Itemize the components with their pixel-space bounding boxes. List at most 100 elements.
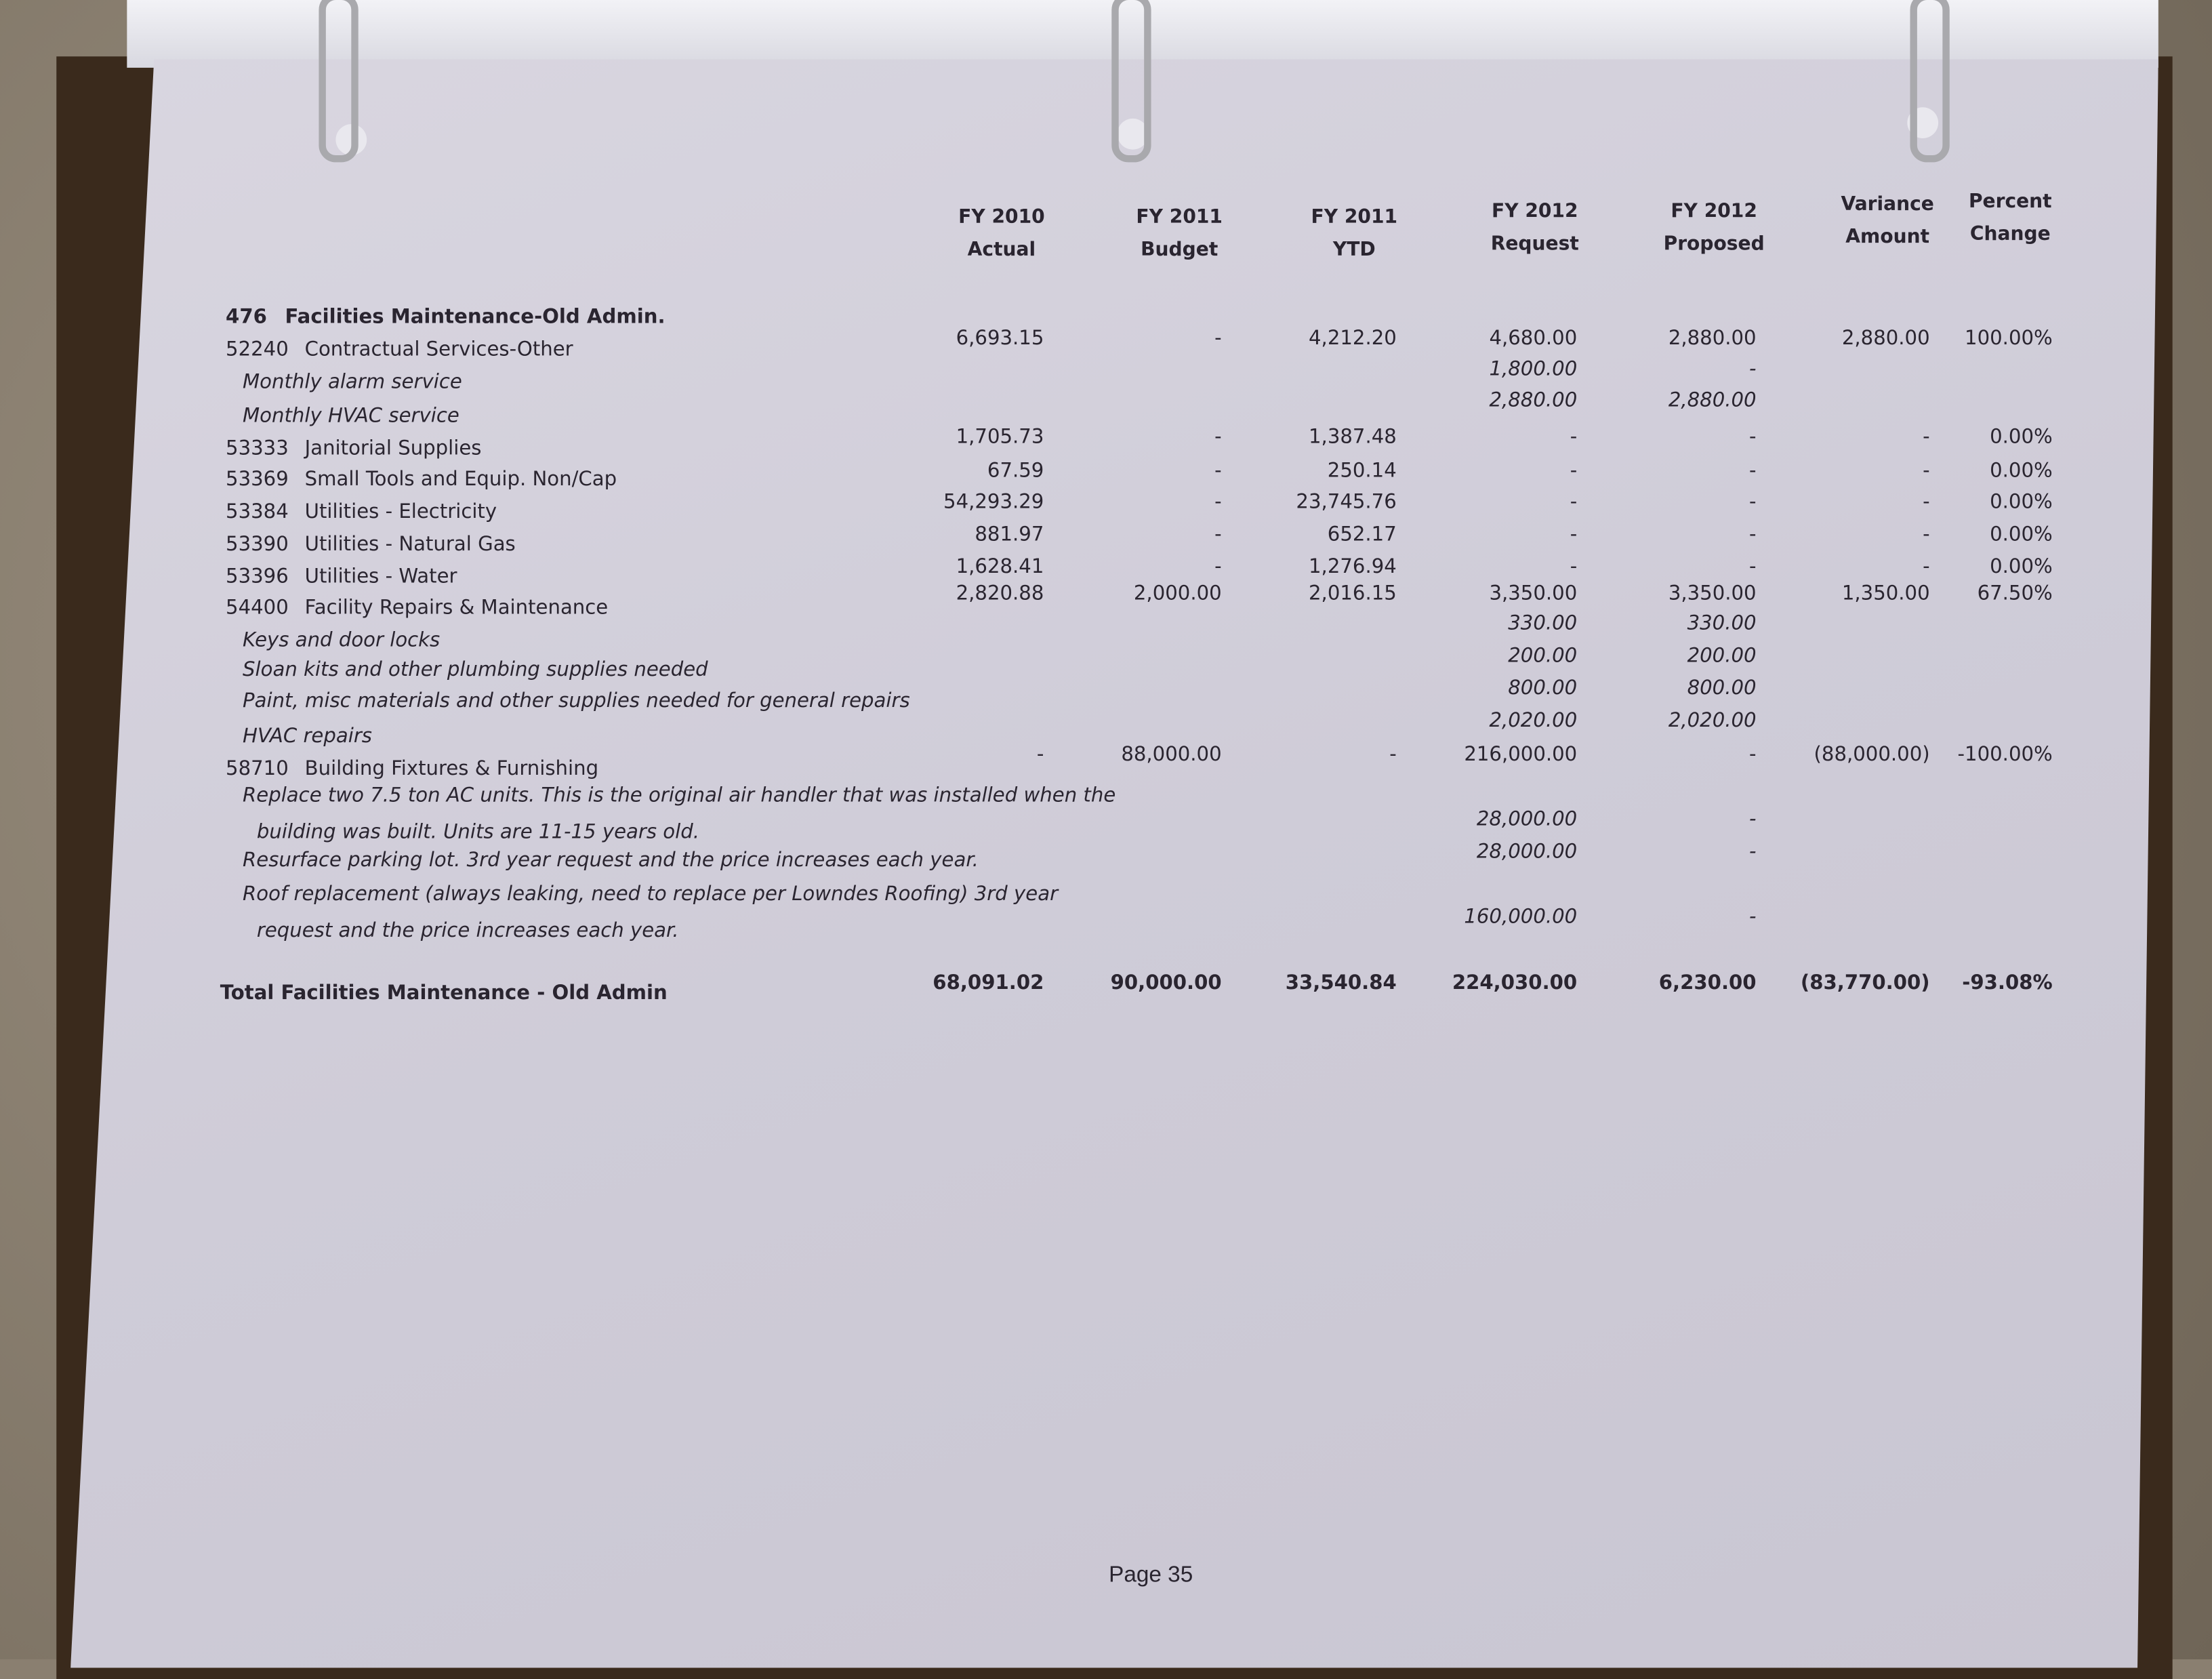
account-label: Replace two 7.5 ton AC units. This is th… bbox=[243, 784, 1116, 807]
page-number: Page 35 bbox=[1109, 1563, 1193, 1587]
cell-value: 1,387.48 bbox=[1309, 426, 1397, 449]
account-code: 58710 bbox=[226, 757, 289, 781]
cell-value: 3,350.00 bbox=[1489, 582, 1578, 606]
cell-value: 2,016.15 bbox=[1309, 582, 1397, 606]
cell-value: 1,628.41 bbox=[956, 556, 1044, 579]
account-code: 53390 bbox=[226, 533, 289, 557]
cell-value: 68,091.02 bbox=[933, 972, 1044, 995]
cell-value: - bbox=[1214, 327, 1222, 350]
account-label: Utilities - Electricity bbox=[304, 500, 497, 524]
line-item: 53333 Janitorial Supplies bbox=[226, 437, 481, 460]
cell-value: 800.00 bbox=[1508, 677, 1578, 700]
cell-value: - bbox=[1749, 906, 1757, 929]
cell-value: -93.08% bbox=[1962, 972, 2053, 995]
column-header: FY 2011 Budget bbox=[1102, 202, 1257, 267]
cell-value: 160,000.00 bbox=[1464, 906, 1578, 929]
column-header-line2: Request bbox=[1490, 232, 1579, 256]
account-label: Monthly alarm service bbox=[243, 371, 462, 394]
cell-value: 67.50% bbox=[1977, 582, 2053, 606]
cell-value: 216,000.00 bbox=[1464, 744, 1578, 767]
cell-value: 2,020.00 bbox=[1489, 710, 1578, 733]
cell-value: 1,705.73 bbox=[956, 426, 1044, 449]
column-header-line1: Percent bbox=[1968, 190, 2052, 214]
line-note: Paint, misc materials and other supplies… bbox=[243, 690, 910, 712]
column-header: FY 2012 Request bbox=[1457, 196, 1612, 261]
cell-value: - bbox=[1923, 556, 1930, 579]
cell-value: - bbox=[1570, 491, 1578, 514]
cell-value: 2,880.00 bbox=[1841, 327, 1930, 350]
cell-value: 6,693.15 bbox=[956, 327, 1044, 350]
cell-value: 330.00 bbox=[1508, 612, 1578, 635]
cell-value: 2,000.00 bbox=[1133, 582, 1222, 606]
cell-value: 200.00 bbox=[1508, 645, 1578, 668]
cell-value: 1,276.94 bbox=[1309, 556, 1397, 579]
column-header-line2: Actual bbox=[967, 238, 1036, 262]
cell-value: 88,000.00 bbox=[1121, 744, 1222, 767]
section-heading: 476 Facilities Maintenance-Old Admin. bbox=[226, 306, 665, 329]
line-note-continued: building was built. Units are 11-15 year… bbox=[256, 821, 700, 844]
line-note-continued: request and the price increases each yea… bbox=[256, 920, 679, 943]
column-header-line2: Amount bbox=[1845, 226, 1930, 249]
cell-value: 652.17 bbox=[1327, 523, 1397, 546]
account-label: Roof replacement (always leaking, need t… bbox=[243, 883, 1059, 906]
cell-value: 23,745.76 bbox=[1296, 491, 1397, 514]
account-code: 53333 bbox=[226, 437, 289, 460]
column-header: FY 2010 Actual bbox=[924, 202, 1079, 267]
column-header-line2: Change bbox=[1969, 222, 2051, 246]
column-header-line1: FY 2011 bbox=[1136, 205, 1223, 229]
column-header-line1: FY 2010 bbox=[958, 205, 1045, 229]
cell-value: 800.00 bbox=[1687, 677, 1757, 700]
account-code: 53396 bbox=[226, 565, 289, 589]
line-note: Monthly alarm service bbox=[243, 371, 462, 393]
cell-value: - bbox=[1923, 491, 1930, 514]
cell-value: 2,880.00 bbox=[1489, 389, 1578, 412]
line-item: 53390 Utilities - Natural Gas bbox=[226, 533, 516, 556]
cell-value: (83,770.00) bbox=[1800, 972, 1930, 995]
total-row-label: Total Facilities Maintenance - Old Admin bbox=[220, 982, 668, 1005]
cell-value: 2,020.00 bbox=[1668, 710, 1757, 733]
cell-value: - bbox=[1214, 556, 1222, 579]
cell-value: - bbox=[1749, 460, 1757, 483]
line-note: Roof replacement (always leaking, need t… bbox=[243, 883, 1058, 906]
cell-value: 0.00% bbox=[1990, 491, 2053, 514]
account-label: Keys and door locks bbox=[243, 629, 441, 652]
cell-value: 33,540.84 bbox=[1285, 972, 1397, 995]
cell-value: 1,800.00 bbox=[1489, 358, 1578, 382]
binder-ring bbox=[319, 0, 359, 163]
column-header-line2: Proposed bbox=[1663, 232, 1765, 256]
cell-value: 330.00 bbox=[1687, 612, 1757, 635]
cell-value: - bbox=[1036, 744, 1044, 767]
cell-value: - bbox=[1214, 426, 1222, 449]
cell-value: - bbox=[1749, 808, 1757, 832]
column-header: FY 2011 YTD bbox=[1277, 202, 1432, 267]
cell-value: - bbox=[1749, 556, 1757, 579]
account-code: 53384 bbox=[226, 500, 289, 524]
cell-value: 6,230.00 bbox=[1658, 972, 1757, 995]
account-code: 52240 bbox=[226, 338, 289, 361]
column-header-line2: Budget bbox=[1141, 238, 1218, 262]
line-item: 58710 Building Fixtures & Furnishing bbox=[226, 758, 598, 780]
account-label: Building Fixtures & Furnishing bbox=[304, 757, 599, 781]
column-header-line2: YTD bbox=[1332, 238, 1376, 262]
cell-value: 0.00% bbox=[1990, 523, 2053, 546]
line-note: HVAC repairs bbox=[243, 725, 372, 748]
cell-value: - bbox=[1570, 523, 1578, 546]
account-code: 53369 bbox=[226, 468, 289, 491]
back-pages bbox=[127, 0, 2158, 68]
account-label: Paint, misc materials and other supplies… bbox=[243, 689, 910, 713]
column-header: FY 2012 Proposed bbox=[1637, 196, 1792, 261]
column-header-line1: FY 2012 bbox=[1671, 200, 1757, 223]
account-label: Contractual Services-Other bbox=[304, 338, 573, 361]
cell-value: 54,293.29 bbox=[943, 491, 1044, 514]
cell-value: - bbox=[1214, 491, 1222, 514]
cell-value: 3,350.00 bbox=[1668, 582, 1757, 606]
cell-value: 100.00% bbox=[1965, 327, 2053, 350]
cell-value: - bbox=[1749, 426, 1757, 449]
cell-value: - bbox=[1749, 491, 1757, 514]
line-note: Sloan kits and other plumbing supplies n… bbox=[243, 659, 708, 681]
cell-value: - bbox=[1749, 744, 1757, 767]
section-code: 476 bbox=[226, 306, 267, 329]
cell-value: -100.00% bbox=[1957, 744, 2053, 767]
cell-value: 224,030.00 bbox=[1452, 972, 1578, 995]
